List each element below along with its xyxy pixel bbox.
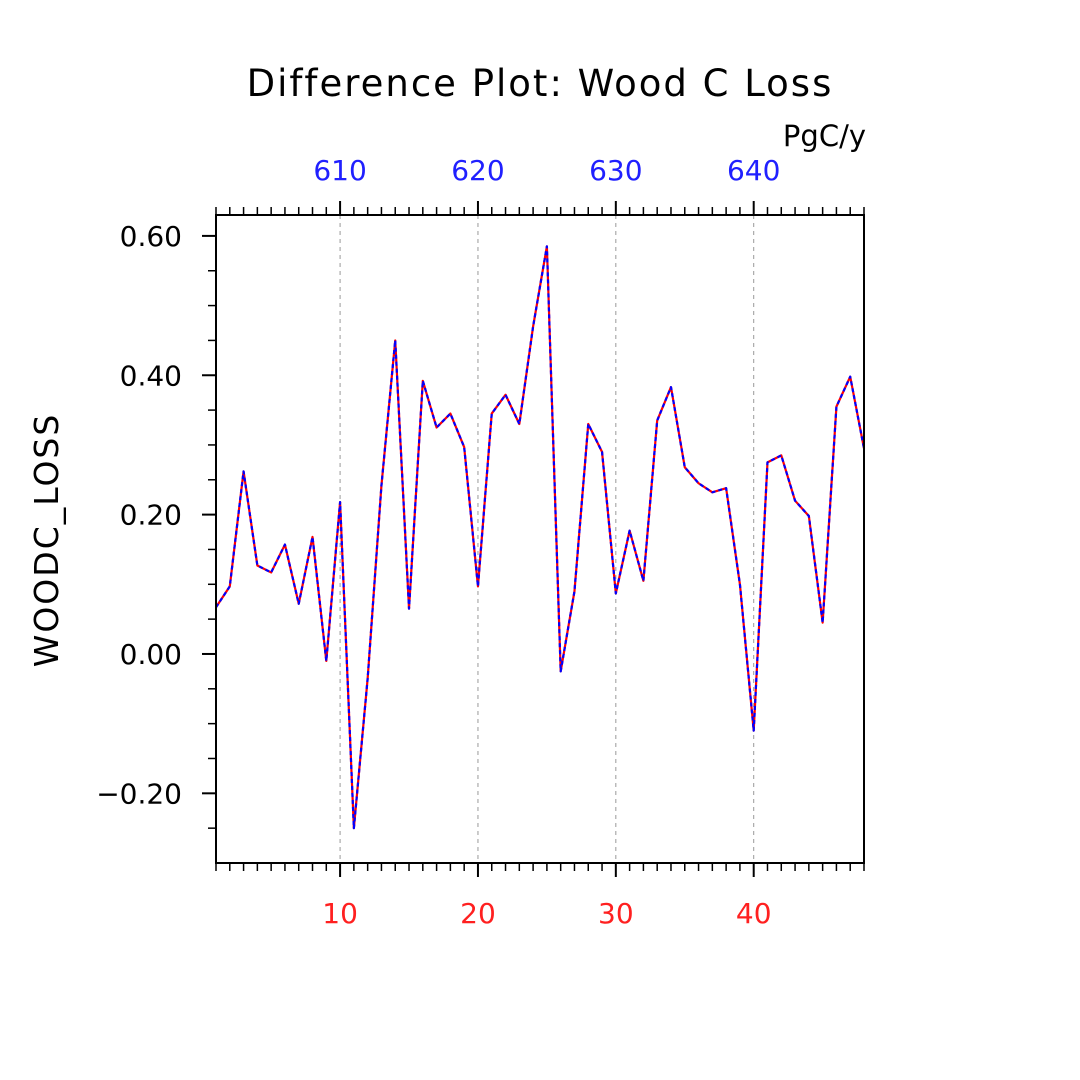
x-tick-label-top: 610	[313, 154, 366, 187]
y-tick-label: 0.40	[120, 359, 182, 392]
y-tick-labels: −0.20 0.00 0.20 0.40 0.60	[96, 220, 182, 810]
x-tick-label-bottom: 40	[736, 897, 772, 930]
x-tick-label-bottom: 20	[460, 897, 496, 930]
x-tick-labels-bottom: 10 20 30 40	[322, 897, 771, 930]
grid-lines	[339, 215, 755, 863]
axis-ticks	[202, 201, 865, 877]
x-tick-label-bottom: 30	[598, 897, 634, 930]
y-tick-label: 0.20	[120, 499, 182, 532]
chart-title: Difference Plot: Wood C Loss	[247, 62, 834, 105]
x-tick-label-bottom: 10	[322, 897, 358, 930]
plot-frame	[215, 214, 865, 864]
y-tick-label: −0.20	[96, 777, 182, 810]
y-tick-label: 0.00	[120, 638, 182, 671]
series-line-blue	[215, 245, 866, 830]
y-axis-label: WOODC_LOSS	[27, 413, 66, 668]
x-tick-label-top: 640	[727, 154, 780, 187]
y-tick-label: 0.60	[120, 220, 182, 253]
units-label: PgC/y	[783, 119, 866, 153]
data-series	[215, 245, 866, 830]
x-tick-label-top: 620	[451, 154, 504, 187]
x-tick-label-top: 630	[589, 154, 642, 187]
x-tick-labels-top: 610 620 630 640	[313, 154, 780, 187]
